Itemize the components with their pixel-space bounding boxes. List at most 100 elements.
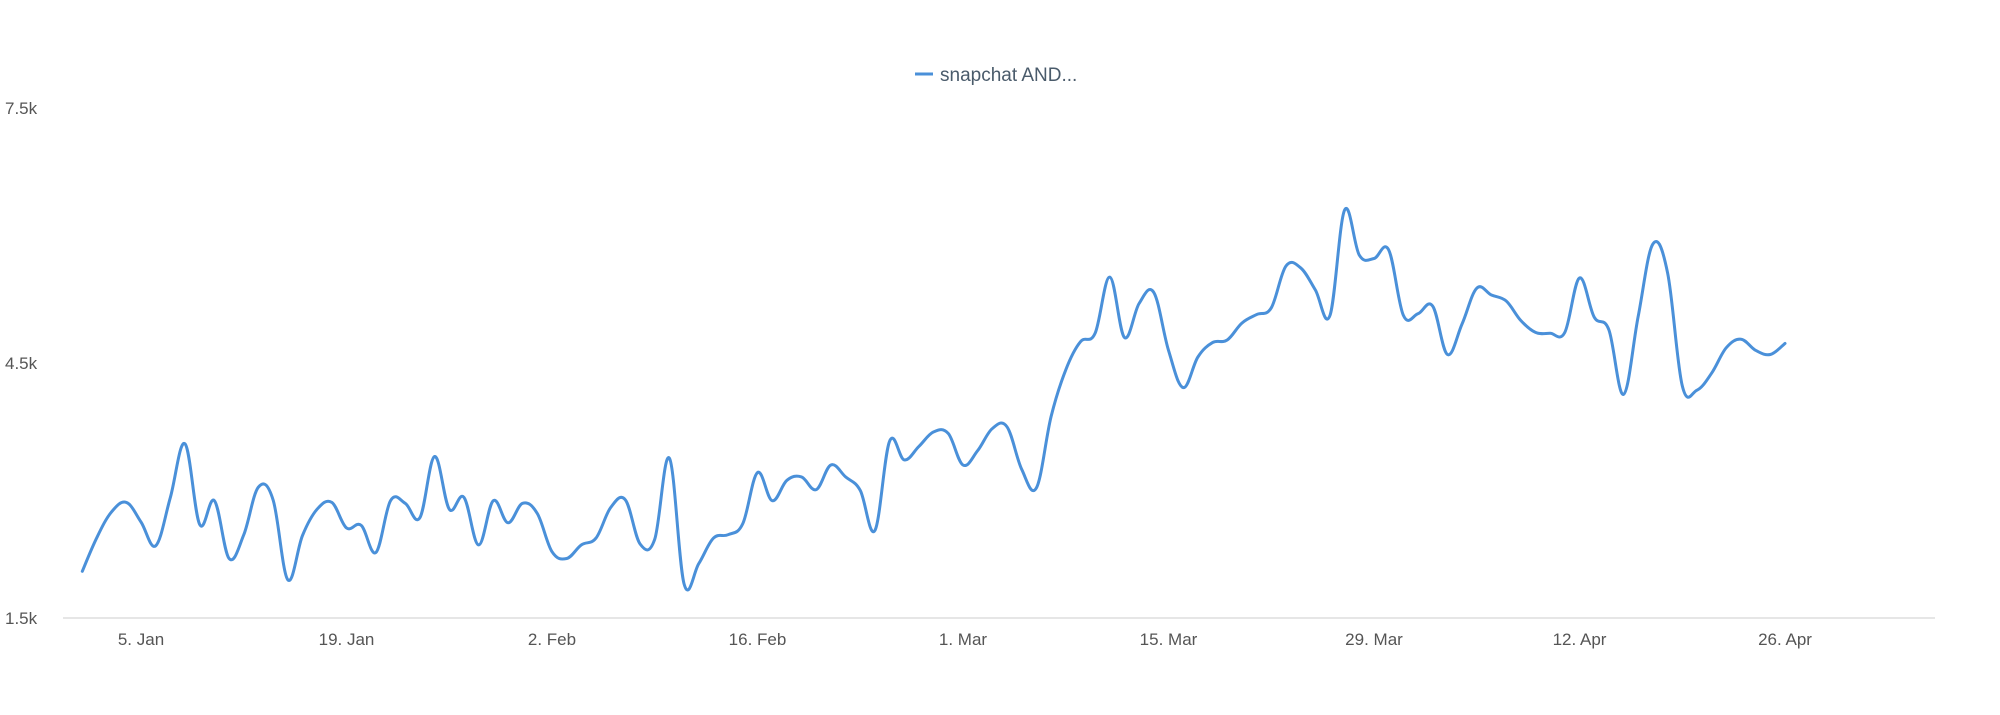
data-point[interactable] <box>519 499 527 507</box>
data-point[interactable] <box>900 456 908 464</box>
data-point[interactable] <box>710 534 718 542</box>
data-point[interactable] <box>1620 390 1628 398</box>
data-point[interactable] <box>592 534 600 542</box>
data-point[interactable] <box>1062 366 1070 374</box>
data-point[interactable] <box>1370 255 1378 263</box>
data-point[interactable] <box>1429 302 1437 310</box>
data-point[interactable] <box>1458 320 1466 328</box>
data-point[interactable] <box>166 493 174 501</box>
data-point[interactable] <box>754 469 762 477</box>
data-point[interactable] <box>827 461 835 469</box>
data-point[interactable] <box>1032 484 1040 492</box>
data-point[interactable] <box>886 437 894 445</box>
legend[interactable]: snapchat AND... <box>915 65 1077 86</box>
data-point[interactable] <box>225 555 233 563</box>
data-point[interactable] <box>240 531 248 539</box>
data-point[interactable] <box>1047 413 1055 421</box>
data-point[interactable] <box>636 540 644 548</box>
data-point[interactable] <box>1414 310 1422 318</box>
data-point[interactable] <box>416 514 424 522</box>
data-point[interactable] <box>1003 423 1011 431</box>
data-point[interactable] <box>1018 465 1026 473</box>
data-point[interactable] <box>1752 346 1760 354</box>
data-point[interactable] <box>431 453 439 461</box>
data-point[interactable] <box>475 541 483 549</box>
data-point[interactable] <box>152 542 160 550</box>
data-point[interactable] <box>1517 317 1525 325</box>
data-point[interactable] <box>1590 313 1598 321</box>
data-point[interactable] <box>181 440 189 448</box>
data-point[interactable] <box>680 580 688 588</box>
data-point[interactable] <box>489 497 497 505</box>
data-point[interactable] <box>1443 351 1451 359</box>
data-point[interactable] <box>372 549 380 557</box>
data-point[interactable] <box>1766 351 1774 359</box>
data-point[interactable] <box>768 497 776 505</box>
data-point[interactable] <box>1209 339 1217 347</box>
data-point[interactable] <box>1649 240 1657 248</box>
data-point[interactable] <box>930 428 938 436</box>
data-point[interactable] <box>1605 326 1613 334</box>
data-point[interactable] <box>1708 369 1716 377</box>
data-point[interactable] <box>1355 251 1363 259</box>
data-point[interactable] <box>1576 274 1584 282</box>
data-point[interactable] <box>1076 338 1084 346</box>
data-point[interactable] <box>1150 288 1158 296</box>
data-point[interactable] <box>695 560 703 568</box>
data-point[interactable] <box>1165 346 1173 354</box>
data-point[interactable] <box>1561 328 1569 336</box>
data-point[interactable] <box>798 473 806 481</box>
data-point[interactable] <box>621 496 629 504</box>
data-point[interactable] <box>357 521 365 529</box>
data-point[interactable] <box>445 505 453 513</box>
data-point[interactable] <box>343 524 351 532</box>
data-point[interactable] <box>607 504 615 512</box>
data-point[interactable] <box>269 496 277 504</box>
data-point[interactable] <box>1091 329 1099 337</box>
data-point[interactable] <box>78 567 86 575</box>
data-point[interactable] <box>210 497 218 505</box>
data-point[interactable] <box>299 532 307 540</box>
data-point[interactable] <box>1737 335 1745 343</box>
data-point[interactable] <box>1473 284 1481 292</box>
data-point[interactable] <box>1399 311 1407 319</box>
data-point[interactable] <box>137 518 145 526</box>
data-point[interactable] <box>1664 269 1672 277</box>
data-point[interactable] <box>1179 384 1187 392</box>
data-point[interactable] <box>460 493 468 501</box>
data-point[interactable] <box>254 483 262 491</box>
data-point[interactable] <box>1311 286 1319 294</box>
data-point[interactable] <box>665 454 673 462</box>
data-point[interactable] <box>1223 336 1231 344</box>
data-point[interactable] <box>1487 291 1495 299</box>
data-point[interactable] <box>328 498 336 506</box>
data-point[interactable] <box>533 510 541 518</box>
data-point[interactable] <box>196 521 204 529</box>
data-point[interactable] <box>1326 311 1334 319</box>
data-point[interactable] <box>871 527 879 535</box>
data-point[interactable] <box>1297 264 1305 272</box>
data-point[interactable] <box>1135 300 1143 308</box>
data-point[interactable] <box>504 519 512 527</box>
data-point[interactable] <box>651 535 659 543</box>
data-point[interactable] <box>1194 353 1202 361</box>
data-point[interactable] <box>1722 344 1730 352</box>
data-point[interactable] <box>1282 262 1290 270</box>
series-line-snapchat[interactable] <box>80 206 1787 592</box>
data-point[interactable] <box>812 486 820 494</box>
data-point[interactable] <box>577 541 585 549</box>
data-point[interactable] <box>401 499 409 507</box>
data-point[interactable] <box>93 533 101 541</box>
data-point[interactable] <box>1238 319 1246 327</box>
data-point[interactable] <box>1267 304 1275 312</box>
data-point[interactable] <box>1781 339 1789 347</box>
data-point[interactable] <box>974 447 982 455</box>
data-point[interactable] <box>944 430 952 438</box>
data-point[interactable] <box>122 498 130 506</box>
data-point[interactable] <box>1121 334 1129 342</box>
data-point[interactable] <box>856 487 864 495</box>
data-point[interactable] <box>284 576 292 584</box>
data-point[interactable] <box>1253 311 1261 319</box>
data-point[interactable] <box>915 442 923 450</box>
data-point[interactable] <box>739 520 747 528</box>
